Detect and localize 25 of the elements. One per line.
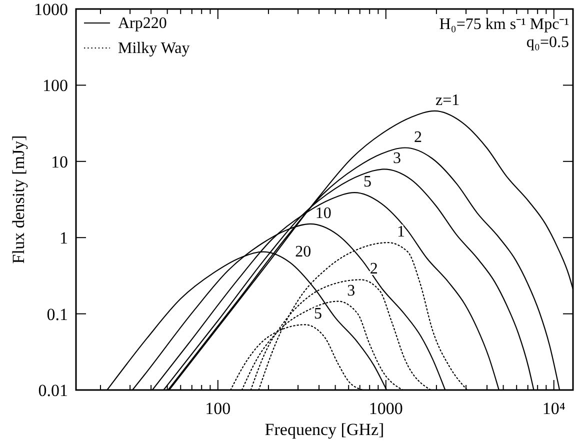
annotation: 2 [370, 260, 378, 278]
annotation: z=1 [436, 92, 460, 109]
annotation: 5 [314, 306, 322, 323]
y-tick-label: 100 [42, 76, 68, 96]
x-tick-label: 100 [205, 399, 231, 418]
y-axis-title: Flux density [mJy] [9, 135, 28, 264]
annotation: q₀=0.5 [526, 34, 569, 51]
y-tick-label: 1000 [34, 0, 68, 19]
y-tick-label: 0.01 [38, 381, 68, 400]
annotation: 3 [393, 150, 402, 168]
annotation: H₀=75 km s⁻¹ Mpc⁻¹ [439, 16, 570, 33]
y-tick-label: 10 [51, 152, 68, 172]
y-tick-label: 0.1 [46, 304, 68, 324]
x-axis-title: Frequency [GHz] [264, 420, 384, 439]
annotation: 2 [414, 128, 422, 146]
annotation: 1 [397, 224, 406, 241]
annotation: 5 [363, 174, 372, 191]
annotation: 3 [347, 282, 356, 300]
annotation: 20 [295, 244, 312, 261]
legend-label: Milky Way [118, 40, 190, 57]
annotation: 10 [315, 204, 332, 222]
y-tick-label: 1 [60, 228, 68, 248]
legend-label: Arp220 [118, 15, 167, 32]
x-tick-label: 10⁴ [542, 399, 566, 418]
x-tick-label: 1000 [368, 399, 403, 418]
